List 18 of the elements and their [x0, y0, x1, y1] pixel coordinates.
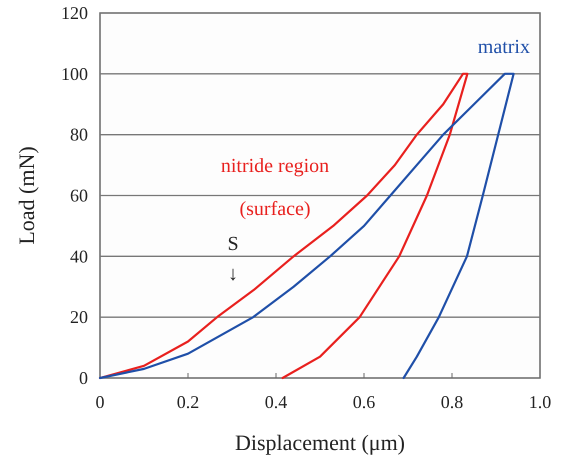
y-tick-label: 120	[61, 3, 88, 23]
y-tick-label: 20	[70, 307, 88, 328]
series-label: matrix	[478, 36, 530, 58]
y-axis-title: Load (mN)	[14, 146, 39, 245]
series-label: nitride region (surface)	[220, 155, 330, 220]
x-axis-title: Displacement (μm)	[234, 430, 406, 455]
y-tick-label: 60	[70, 186, 88, 206]
x-tick-label: 0.2	[176, 392, 200, 412]
y-tick-label: 100	[61, 64, 88, 84]
x-tick-label: 0.6	[352, 392, 376, 412]
y-tick-label: 80	[70, 124, 88, 145]
annotation: S ↓	[227, 233, 239, 285]
x-tick-label: 0.8	[440, 392, 464, 412]
y-tick-label: 0	[79, 368, 88, 388]
x-tick-label: 1.0	[528, 392, 552, 412]
y-tick-label: 40	[70, 246, 88, 266]
x-tick-label: 0.4	[264, 392, 288, 412]
x-tick-label: 0	[96, 392, 104, 412]
